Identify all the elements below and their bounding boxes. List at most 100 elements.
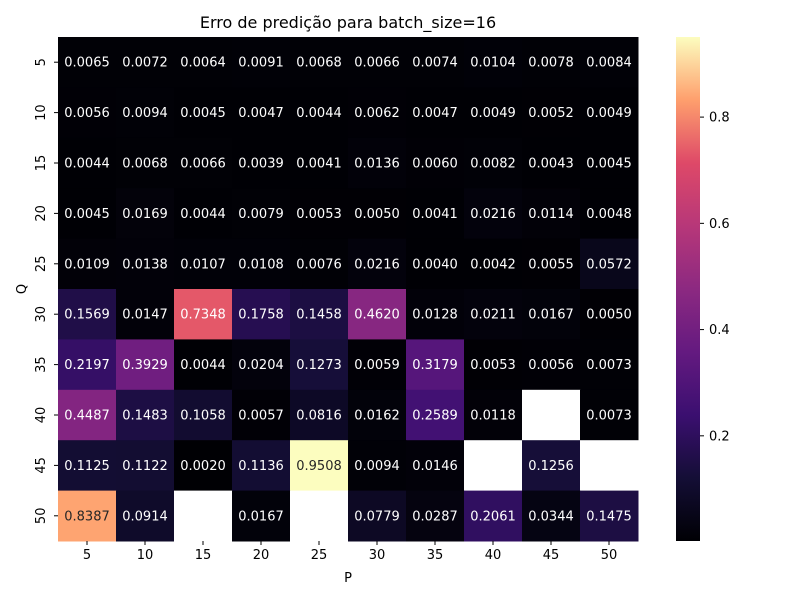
heatmap-cell-empty: [174, 490, 233, 542]
heatmap-cell: [174, 188, 233, 240]
x-tick-label: 35: [427, 548, 444, 563]
cell-value-label: 0.0128: [412, 308, 458, 323]
x-tick-label: 45: [543, 548, 560, 563]
x-tick-label: 40: [485, 548, 502, 563]
cell-value-label: 0.0136: [354, 157, 400, 172]
heatmap-cell: [522, 440, 581, 492]
heatmap-cell: [580, 389, 639, 441]
cell-value-label: 0.0056: [64, 106, 110, 121]
heatmap-cell: [116, 137, 175, 189]
cell-value-label: 0.0047: [238, 106, 284, 121]
cell-value-label: 0.0216: [354, 257, 400, 272]
heatmap-cell: [58, 37, 117, 88]
heatmap-cell: [232, 339, 291, 391]
cell-value-label: 0.0040: [412, 257, 458, 272]
cell-value-label: 0.0043: [528, 157, 574, 172]
cell-value-label: 0.0059: [354, 358, 400, 373]
cell-value-label: 0.1475: [586, 509, 632, 524]
colorbar-tick-label: 0.2: [709, 429, 730, 444]
heatmap-cell: [58, 339, 117, 391]
cell-value-label: 0.4487: [64, 409, 110, 424]
heatmap-cell: [522, 137, 581, 189]
cell-value-label: 0.0060: [412, 157, 458, 172]
heatmap-cell-empty: [580, 440, 639, 492]
heatmap-cell: [406, 490, 465, 542]
heatmap-cell: [232, 289, 291, 340]
heatmap-cell: [58, 188, 117, 240]
cell-value-label: 0.1569: [64, 308, 110, 323]
x-axis-label: P: [344, 571, 352, 586]
cell-value-label: 0.1125: [64, 459, 110, 474]
cell-value-label: 0.0162: [354, 409, 400, 424]
heatmap-cell: [464, 137, 523, 189]
cell-value-label: 0.0779: [354, 509, 400, 524]
cell-value-label: 0.0045: [64, 207, 110, 222]
heatmap-cell: [348, 238, 407, 290]
cell-value-label: 0.0066: [354, 56, 400, 71]
cell-value-label: 0.0041: [296, 157, 342, 172]
cell-value-label: 0.0146: [412, 459, 458, 474]
heatmap-cell: [58, 289, 117, 340]
cell-value-label: 0.0167: [238, 509, 284, 524]
heatmap-cell: [58, 440, 117, 492]
heatmap-cell: [174, 238, 233, 290]
cell-value-label: 0.0048: [586, 207, 632, 222]
cell-value-label: 0.0068: [296, 56, 342, 71]
cell-value-label: 0.0050: [586, 308, 632, 323]
y-tick-label: 10: [34, 104, 49, 121]
cell-value-label: 0.0138: [122, 257, 168, 272]
cell-value-label: 0.1273: [296, 358, 342, 373]
y-tick-label: 45: [34, 457, 49, 474]
x-axis: 5 10 15 20 25 30 35 40 45 50: [83, 541, 617, 563]
cell-value-label: 0.0914: [122, 509, 168, 524]
heatmap-cell: [116, 289, 175, 340]
cell-value-label: 0.0062: [354, 106, 400, 121]
y-tick-label: 25: [34, 256, 49, 273]
heatmap-cell: [58, 87, 117, 139]
cell-value-label: 0.0287: [412, 509, 458, 524]
cell-value-label: 0.1122: [122, 459, 168, 474]
cell-value-label: 0.8387: [64, 509, 110, 524]
x-tick-label: 20: [253, 548, 270, 563]
cell-value-label: 0.0169: [122, 207, 168, 222]
heatmap-cell: [464, 339, 523, 391]
chart-title: Erro de predição para batch_size=16: [200, 13, 496, 33]
colorbar: [676, 37, 700, 541]
heatmap-cell: [580, 188, 639, 240]
cell-value-label: 0.0816: [296, 409, 342, 424]
cell-value-label: 0.0073: [586, 358, 632, 373]
heatmap-cell: [580, 87, 639, 139]
cell-value-label: 0.0044: [296, 106, 342, 121]
heatmap-cell: [406, 339, 465, 391]
heatmap-cell: [464, 238, 523, 290]
cell-value-label: 0.0041: [412, 207, 458, 222]
cell-value-label: 0.0344: [528, 509, 574, 524]
cell-value-label: 0.0082: [470, 157, 516, 172]
heatmap-cell: [464, 490, 523, 542]
cell-value-label: 0.0052: [528, 106, 574, 121]
cell-value-label: 0.0064: [180, 56, 226, 71]
cell-value-label: 0.0074: [412, 56, 458, 71]
heatmap-cell: [116, 389, 175, 441]
heatmap-cell: [232, 440, 291, 492]
heatmap-cell: [522, 238, 581, 290]
heatmap-cell: [348, 289, 407, 340]
cell-value-label: 0.0572: [586, 257, 632, 272]
heatmap-cell: [348, 440, 407, 492]
colorbar-ticks: 0.2 0.4 0.6 0.8: [700, 111, 730, 444]
cell-value-label: 0.0056: [528, 358, 574, 373]
heatmap-cell: [58, 490, 117, 542]
heatmap-cell: [348, 339, 407, 391]
cell-value-label: 0.0049: [586, 106, 632, 121]
x-tick-label: 50: [601, 548, 618, 563]
heatmap-cell: [232, 238, 291, 290]
cell-value-label: 0.0073: [586, 409, 632, 424]
heatmap-cell: [58, 389, 117, 441]
heatmap-cell: [290, 188, 349, 240]
heatmap-cell: [348, 188, 407, 240]
cell-value-label: 0.0050: [354, 207, 400, 222]
cell-value-label: 0.0057: [238, 409, 284, 424]
heatmap-cell-empty: [522, 389, 581, 441]
heatmap-cell: [580, 490, 639, 542]
heatmap-cell: [290, 137, 349, 189]
